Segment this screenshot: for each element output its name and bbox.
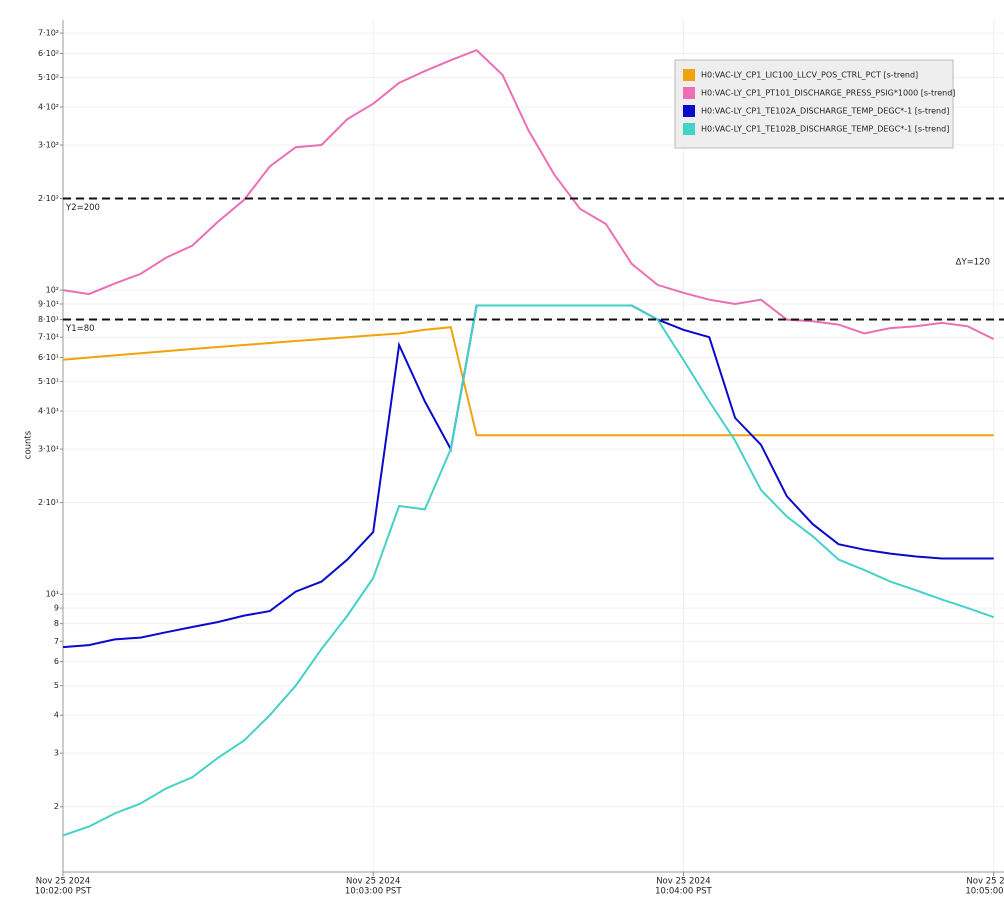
y-tick-label: 2·10¹ — [38, 498, 59, 507]
y-tick-label: 9 — [54, 604, 59, 613]
y-tick-label: 2 — [54, 802, 59, 811]
y-tick-label: 7·10² — [38, 29, 59, 38]
legend-swatch — [683, 69, 695, 81]
legend-label: H0:VAC-LY_CP1_TE102A_DISCHARGE_TEMP_DEGC… — [701, 107, 949, 116]
y-tick-label: 3 — [54, 749, 59, 758]
series-line — [62, 304, 995, 837]
legend-swatch — [683, 123, 695, 135]
y-tick-label: 6 — [54, 657, 59, 666]
y-tick-label: 6·10² — [38, 49, 59, 58]
y-tick-label: 3·10¹ — [38, 445, 59, 454]
x-tick-label: 10:03:00 PST — [345, 887, 402, 897]
x-tick-label: 10:04:00 PST — [655, 887, 712, 897]
y-tick-label: 6·10¹ — [38, 353, 59, 362]
delta-annotation: ΔY=120 — [956, 258, 990, 268]
y-tick-label: 8 — [54, 619, 59, 628]
y-tick-label: 5 — [54, 681, 59, 690]
y-axis-label: counts — [24, 430, 34, 459]
series-line — [62, 304, 994, 649]
y-tick-label: 5·10² — [38, 73, 59, 82]
x-tick-label: Nov 25 2024 — [656, 877, 710, 887]
y-tick-label: 10¹ — [46, 590, 59, 599]
series-line — [62, 326, 994, 437]
legend-box — [674, 59, 954, 149]
y-tick-label: 8·10¹ — [38, 315, 59, 324]
y-tick-label: 5·10¹ — [38, 377, 59, 386]
x-tick-label: Nov 25 2024 — [346, 877, 400, 887]
legend-label: H0:VAC-LY_CP1_LIC100_LLCV_POS_CTRL_PCT [… — [701, 71, 918, 80]
reference-label: Y1=80 — [65, 324, 95, 334]
reference-label: Y2=200 — [65, 203, 100, 213]
y-tick-label: 4 — [54, 711, 59, 720]
x-tick-label: 10:02:00 PST — [35, 887, 92, 897]
y-tick-label: 7 — [54, 637, 59, 646]
x-tick-label: Nov 25 2024 — [36, 877, 90, 887]
legend-label: H0:VAC-LY_CP1_PT101_DISCHARGE_PRESS_PSIG… — [701, 89, 955, 98]
legend-label: H0:VAC-LY_CP1_TE102B_DISCHARGE_TEMP_DEGC… — [701, 125, 949, 134]
legend-swatch — [683, 87, 695, 99]
x-tick-label: 10:05:00 PST — [965, 887, 1004, 897]
y-tick-label: 9·10¹ — [38, 299, 59, 308]
legend-swatch — [683, 105, 695, 117]
y-tick-label: 7·10¹ — [38, 333, 59, 342]
y-tick-label: 3·10² — [38, 140, 59, 149]
x-tick-label: Nov 25 2024 — [966, 877, 1004, 887]
series-line — [62, 49, 995, 340]
y-tick-label: 10² — [46, 286, 59, 295]
y-tick-label: 2·10² — [38, 194, 59, 203]
y-tick-label: 4·10² — [38, 103, 59, 112]
y-tick-label: 4·10¹ — [38, 407, 59, 416]
